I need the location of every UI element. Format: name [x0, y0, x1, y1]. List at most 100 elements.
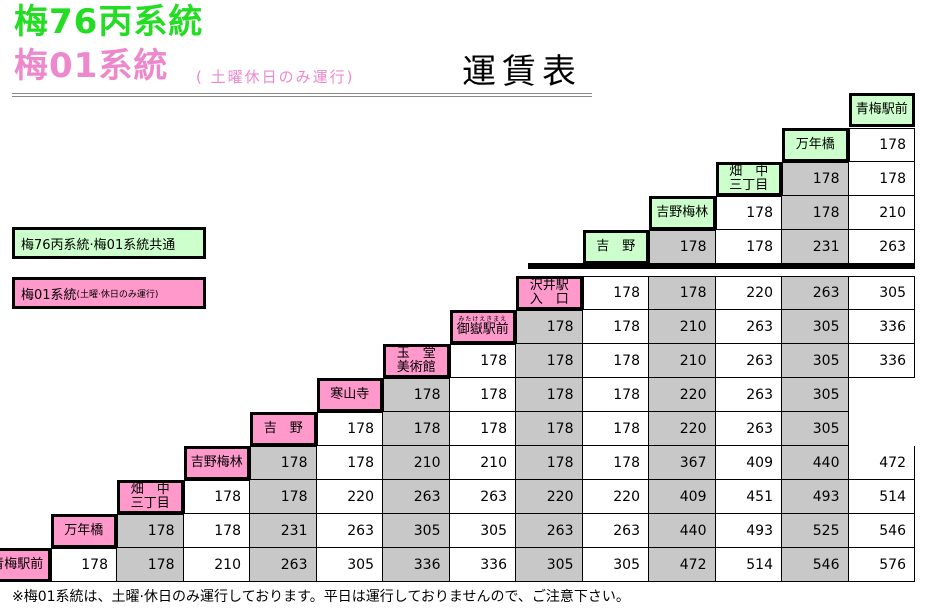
station-name: 吉 野	[596, 240, 635, 254]
fare-cell: 336	[848, 344, 915, 378]
fare-cell: 178	[649, 276, 716, 310]
fare-cell: 178	[782, 196, 849, 230]
page-title: 運賃表	[462, 52, 582, 92]
station-name-line: 入 口	[529, 292, 569, 307]
fare-cell: 409	[715, 446, 782, 480]
station-name-line: 沢井駅	[529, 278, 569, 293]
fare-cell: 178	[449, 412, 516, 446]
station-name-line: 青梅駅前	[855, 102, 908, 117]
fare-cell: 178	[449, 344, 516, 378]
fare-cell: 514	[848, 480, 915, 514]
station-name-line: 寒山寺	[330, 387, 370, 402]
fare-cell: 178	[782, 162, 849, 196]
fare-cell: 367	[649, 446, 716, 480]
station-name: 万年橋	[796, 138, 835, 152]
fare-cell: 220	[316, 480, 383, 514]
legend-weekend-route: 梅01系統 (土曜·休日のみ運行)	[12, 277, 206, 309]
route-title-01: 梅01系統	[14, 46, 169, 86]
title-underline	[12, 93, 592, 94]
fare-cell: 220	[715, 276, 782, 310]
fare-cell: 305	[782, 412, 849, 446]
fare-cell: 178	[183, 480, 250, 514]
fare-cell: 178	[848, 128, 915, 162]
fare-cell: 336	[449, 548, 516, 582]
fare-cell: 440	[649, 514, 716, 548]
fare-cell: 546	[848, 514, 915, 548]
fare-cell: 210	[383, 446, 450, 480]
station-label: 万年橋	[50, 514, 117, 548]
fare-cell: 178	[715, 230, 782, 264]
fare-cell: 178	[516, 446, 583, 480]
fare-cell: 178	[117, 548, 184, 582]
fare-cell: 440	[782, 446, 849, 480]
legend-weekend-note: (土曜·休日のみ運行)	[76, 289, 159, 300]
station-label: みたけえきまえ 御嶽駅前	[449, 310, 516, 344]
station-ruby: みたけえきまえ	[458, 316, 508, 323]
fare-cell: 409	[649, 480, 716, 514]
fare-cell: 263	[848, 230, 915, 264]
station-name-line: 万年橋	[64, 523, 104, 538]
fare-cell: 305	[582, 548, 649, 582]
fare-cell: 263	[250, 548, 317, 582]
station-name-line: 三丁目	[729, 178, 769, 193]
station-name: 吉野梅林	[656, 206, 708, 220]
station-name: 吉野梅林	[191, 456, 243, 470]
fare-cell: 231	[782, 230, 849, 264]
fare-cell: 178	[582, 276, 649, 310]
fare-cell: 178	[383, 412, 450, 446]
fare-cell: 493	[715, 514, 782, 548]
fare-cell: 178	[250, 446, 317, 480]
fare-cell: 178	[383, 378, 450, 412]
fare-cell: 305	[782, 378, 849, 412]
fare-cell: 451	[715, 480, 782, 514]
station-name: 寒山寺	[330, 388, 369, 402]
fare-cell: 305	[316, 548, 383, 582]
fare-cell: 210	[649, 344, 716, 378]
fare-cell: 263	[449, 480, 516, 514]
fare-cell: 305	[848, 276, 915, 310]
station-name: 沢井駅入 口	[530, 279, 569, 307]
station-label: 吉野梅林	[183, 446, 250, 480]
fare-cell: 210	[848, 196, 915, 230]
fare-cell: 178	[316, 412, 383, 446]
station-name-line: 吉野梅林	[190, 455, 243, 470]
station-label: 万年橋	[782, 128, 849, 162]
fare-cell: 576	[848, 548, 915, 582]
station-label: 寒山寺	[316, 378, 383, 412]
fare-cell: 178	[582, 378, 649, 412]
station-label: 吉 野	[582, 230, 649, 264]
fare-cell: 305	[782, 344, 849, 378]
fare-cell: 178	[250, 480, 317, 514]
station-label: 玉 堂美術館	[383, 344, 450, 378]
fare-cell: 546	[782, 548, 849, 582]
fare-cell: 472	[848, 446, 915, 480]
station-label: 畑 中三丁目	[117, 480, 184, 514]
fare-cell: 178	[117, 514, 184, 548]
section-divider	[528, 263, 915, 269]
station-name-line: 青梅駅前	[0, 557, 44, 572]
fare-cell: 178	[516, 344, 583, 378]
station-name-line: 美術館	[396, 360, 436, 375]
fare-cell: 178	[715, 196, 782, 230]
route-title-76: 梅76丙系統	[14, 2, 204, 42]
fare-cell: 178	[582, 412, 649, 446]
fare-cell: 305	[782, 310, 849, 344]
station-label: 青梅駅前	[848, 93, 915, 127]
fare-cell: 210	[449, 446, 516, 480]
fare-cell: 178	[582, 344, 649, 378]
station-name-line: 吉野梅林	[656, 205, 709, 220]
fare-cell: 263	[715, 378, 782, 412]
fare-cell: 263	[582, 514, 649, 548]
legend-shared-routes: 梅76丙系統·梅01系統共通	[12, 227, 206, 259]
fare-cell: 305	[516, 548, 583, 582]
fare-cell: 263	[715, 344, 782, 378]
station-name: 畑 中三丁目	[131, 483, 170, 511]
station-name-line: 吉 野	[263, 421, 303, 436]
fare-cell: 220	[649, 412, 716, 446]
fare-cell: 231	[250, 514, 317, 548]
station-name-line: 御嶽駅前	[456, 322, 509, 337]
fare-cell: 514	[715, 548, 782, 582]
fare-cell: 178	[848, 162, 915, 196]
station-name: みたけえきまえ 御嶽駅前	[457, 317, 509, 337]
route-title-01-note: ( 土曜休日のみ運行)	[196, 68, 355, 86]
